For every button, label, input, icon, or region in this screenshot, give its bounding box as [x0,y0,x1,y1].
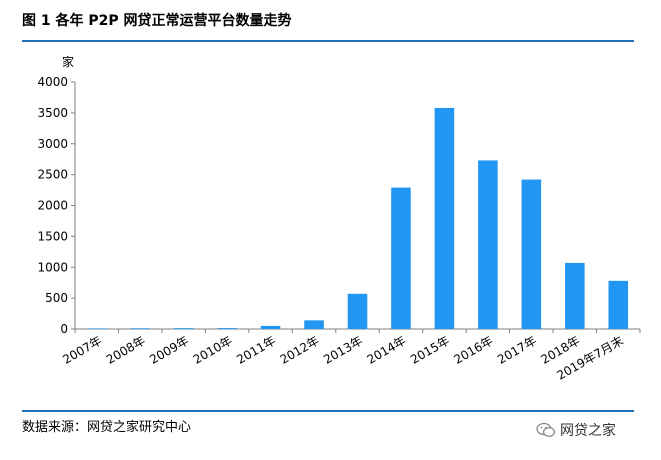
x-tick-label: 2014年 [365,333,409,366]
bar [521,179,542,329]
x-tick-label: 2016年 [452,333,496,366]
y-tick-label: 1500 [37,229,68,243]
y-tick-label: 0 [60,322,68,336]
y-tick-label: 4000 [37,75,68,89]
x-tick-label: 2010年 [191,333,235,366]
bar [260,325,281,329]
bar [478,160,498,329]
bar [565,262,585,329]
y-tick-label: 2500 [37,168,68,182]
top-rule [22,40,634,42]
x-tick-label: 2007年 [60,333,104,366]
bar [130,328,150,329]
x-tick-label: 2011年 [234,333,278,366]
x-tick-label: 2012年 [278,333,322,366]
y-tick-label: 3000 [37,137,68,151]
x-tick-label: 2013年 [321,333,365,366]
watermark: 网贷之家 [536,420,616,440]
bar [608,280,629,329]
watermark-text: 网贷之家 [560,423,616,439]
bar [217,328,237,329]
x-tick-label: 2009年 [147,333,191,366]
bar [304,320,324,329]
y-axis-label: 家 [62,54,74,69]
x-tick-label: 2015年 [408,333,452,366]
bar [86,328,107,329]
bar [434,107,455,329]
data-source: 数据来源：网贷之家研究中心 [22,420,192,435]
bar [391,187,411,329]
wechat-icon [536,422,556,437]
x-tick-label: 2017年 [495,333,539,366]
bar [347,293,368,329]
y-tick-label: 3500 [37,106,68,120]
bottom-rule [22,410,634,412]
y-tick-label: 2000 [37,199,68,213]
figure-title: 图 1 各年 P2P 网贷正常运营平台数量走势 [22,13,292,29]
y-tick-label: 500 [45,291,68,305]
y-tick-label: 1000 [37,260,68,274]
x-tick-label: 2008年 [104,333,148,366]
bar [173,328,194,329]
